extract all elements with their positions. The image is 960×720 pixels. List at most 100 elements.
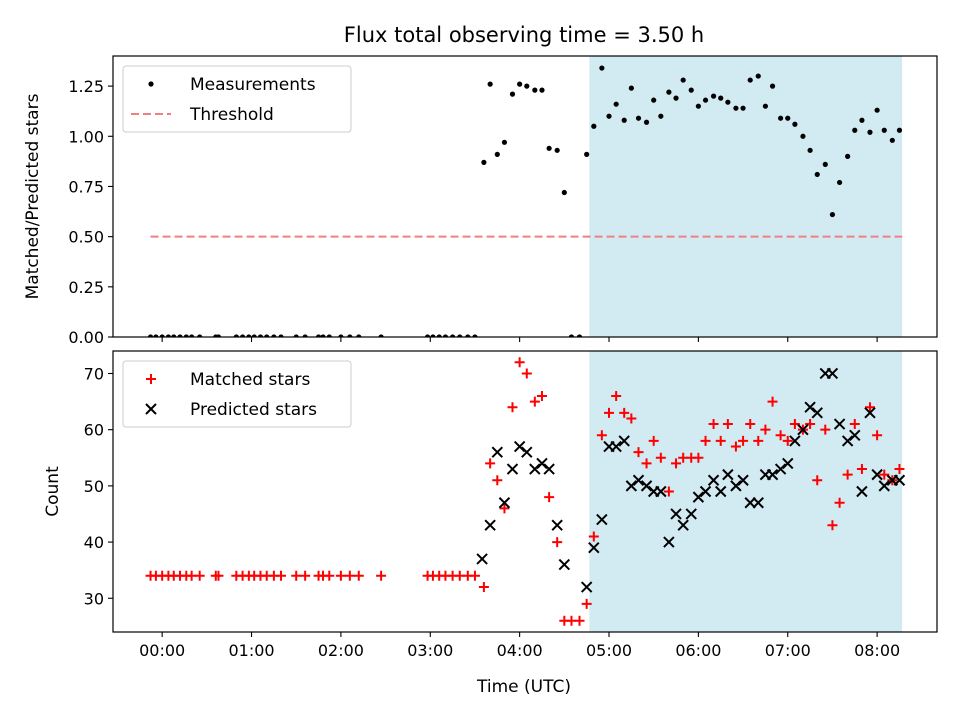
measurement-point bbox=[635, 115, 642, 121]
matched-star-point bbox=[588, 531, 599, 542]
predicted-star-point bbox=[580, 581, 593, 593]
matched-star-point bbox=[879, 469, 890, 480]
measurement-point bbox=[171, 334, 177, 337]
legend-x-icon bbox=[145, 403, 157, 415]
y-tick-label: 1.00 bbox=[68, 127, 104, 146]
predicted-star-point bbox=[856, 485, 868, 498]
predicted-star-point bbox=[804, 401, 816, 413]
predicted-star-point bbox=[476, 553, 488, 565]
measurement-point bbox=[233, 334, 239, 337]
matched-star-point bbox=[194, 570, 205, 581]
y-tick-label: 0.50 bbox=[68, 228, 104, 247]
matched-star-point bbox=[805, 419, 816, 430]
matched-star-point bbox=[619, 407, 630, 418]
matched-star-point bbox=[894, 464, 905, 475]
measurement-point bbox=[822, 161, 828, 167]
measurement-point bbox=[347, 334, 353, 337]
matched-star-point bbox=[492, 475, 503, 486]
matched-star-point bbox=[648, 435, 659, 446]
predicted-star-point bbox=[730, 480, 742, 492]
measurement-point bbox=[606, 113, 612, 119]
predicted-star-point bbox=[588, 541, 600, 554]
predicted-star-point bbox=[715, 485, 727, 498]
measurement-point bbox=[356, 334, 362, 337]
measurement-point bbox=[147, 334, 154, 337]
measurement-point bbox=[320, 334, 326, 337]
matched-star-point bbox=[789, 419, 800, 430]
measurement-point bbox=[584, 151, 590, 157]
measurement-point bbox=[487, 81, 493, 87]
predicted-star-point bbox=[707, 474, 720, 486]
matched-star-point bbox=[596, 430, 607, 441]
measurement-point bbox=[546, 145, 552, 151]
predicted-star-point bbox=[871, 468, 883, 481]
series-matched-stars bbox=[145, 357, 905, 626]
measurement-point bbox=[651, 97, 657, 103]
y-tick-label: 1.25 bbox=[68, 77, 104, 96]
measurement-point bbox=[852, 127, 858, 133]
matched-star-point bbox=[213, 570, 224, 581]
measurement-point bbox=[867, 129, 873, 135]
matched-star-point bbox=[300, 570, 311, 581]
predicted-star-point bbox=[484, 519, 496, 531]
measurement-point bbox=[680, 77, 686, 83]
measurement-point bbox=[762, 103, 769, 109]
matched-star-point bbox=[335, 570, 346, 581]
matched-star-point bbox=[745, 419, 756, 430]
measurement-point bbox=[658, 113, 664, 119]
measurement-point bbox=[896, 127, 903, 133]
predicted-star-point bbox=[558, 558, 571, 571]
matched-star-point bbox=[574, 615, 585, 626]
legend-label: Predicted stars bbox=[190, 400, 317, 420]
x-tick-label: 07:00 bbox=[765, 641, 811, 660]
x-tick-label: 08:00 bbox=[854, 641, 900, 660]
measurement-point bbox=[532, 87, 538, 93]
matched-star-point bbox=[655, 452, 666, 463]
matched-star-point bbox=[641, 458, 652, 469]
predicted-star-point bbox=[737, 474, 749, 486]
predicted-star-point bbox=[625, 480, 638, 492]
x-tick-label: 02:00 bbox=[318, 641, 364, 660]
matched-star-point bbox=[753, 435, 764, 446]
measurement-point bbox=[755, 73, 761, 79]
matched-star-point bbox=[827, 520, 838, 531]
measurement-point bbox=[576, 334, 583, 337]
data-layer bbox=[145, 357, 906, 626]
measurement-point bbox=[643, 119, 650, 125]
predicted-star-point bbox=[864, 407, 876, 419]
predicted-star-point bbox=[692, 491, 705, 503]
measurement-point bbox=[457, 334, 463, 337]
predicted-star-point bbox=[722, 468, 734, 481]
measurement-point bbox=[718, 95, 724, 101]
measurement-point bbox=[769, 83, 776, 89]
data-layer bbox=[147, 65, 903, 337]
measurement-point bbox=[859, 117, 865, 123]
measurement-point bbox=[315, 334, 322, 337]
measurement-point bbox=[472, 334, 478, 337]
matched-star-point bbox=[820, 424, 831, 435]
measurement-point bbox=[302, 334, 308, 337]
predicted-star-point bbox=[766, 468, 779, 481]
predicted-star-point bbox=[752, 497, 764, 509]
measurement-point bbox=[509, 91, 516, 97]
matched-star-point bbox=[864, 402, 875, 413]
measurement-point bbox=[845, 153, 851, 159]
predicted-star-point bbox=[655, 485, 667, 498]
predicted-star-point bbox=[782, 457, 794, 470]
x-tick-label: 03:00 bbox=[407, 641, 453, 660]
measurement-point bbox=[177, 334, 183, 337]
matched-star-point bbox=[626, 413, 637, 424]
measurement-point bbox=[747, 77, 753, 83]
predicted-star-point bbox=[699, 485, 712, 498]
legend-dot-icon bbox=[148, 81, 154, 87]
measurement-point bbox=[436, 334, 442, 337]
legend-label: Threshold bbox=[189, 105, 274, 125]
matched-star-point bbox=[872, 430, 883, 441]
matched-star-point bbox=[700, 435, 711, 446]
measurement-point bbox=[591, 123, 597, 129]
measurement-point bbox=[874, 107, 880, 113]
measurement-point bbox=[293, 334, 299, 337]
matched-star-point bbox=[730, 441, 741, 452]
measurement-point bbox=[539, 87, 545, 93]
legend-plus-icon bbox=[146, 374, 156, 384]
